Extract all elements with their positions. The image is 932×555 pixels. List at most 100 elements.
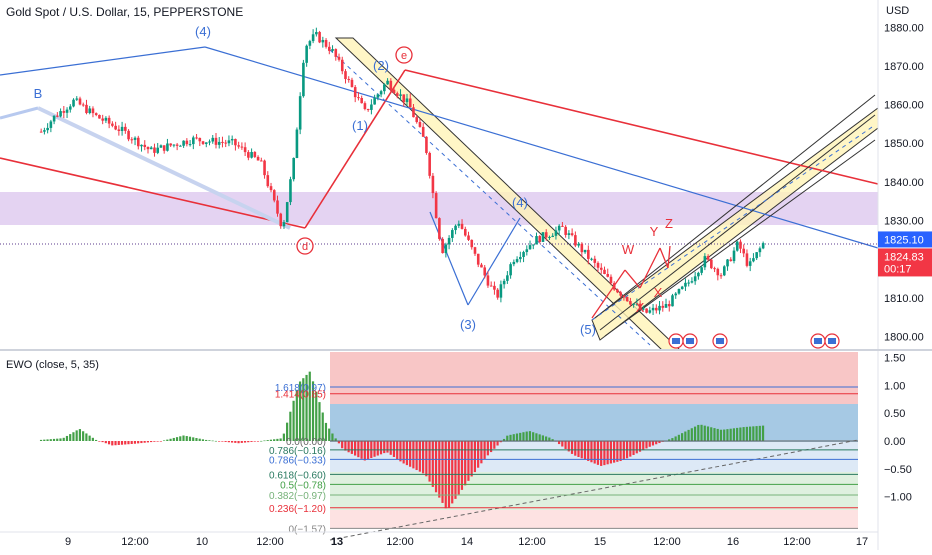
ewo-bar[interactable] <box>85 433 88 441</box>
candle-body[interactable] <box>483 267 487 276</box>
blue-trendline-b-4[interactable] <box>0 46 206 76</box>
ewo-bar[interactable] <box>658 441 661 444</box>
ewo-bar[interactable] <box>519 432 522 441</box>
ewo-bar[interactable] <box>635 441 638 454</box>
candle-body[interactable] <box>308 41 312 46</box>
candle-body[interactable] <box>735 241 739 251</box>
ewo-bar[interactable] <box>266 440 269 441</box>
ewo-bar[interactable] <box>82 431 85 441</box>
wxyxz-leg[interactable] <box>624 269 641 289</box>
ewo-bar[interactable] <box>230 441 234 443</box>
ewo-bar[interactable] <box>234 441 237 443</box>
ewo-bar[interactable] <box>512 434 515 441</box>
candle-body[interactable] <box>512 261 516 265</box>
candle-body[interactable] <box>302 62 305 97</box>
ewo-bar[interactable] <box>473 441 476 473</box>
candle-body[interactable] <box>298 96 302 130</box>
ewo-bar[interactable] <box>632 441 635 455</box>
candle-body[interactable] <box>693 276 697 282</box>
ewo-bar[interactable] <box>295 389 298 441</box>
ewo-bar[interactable] <box>72 432 75 441</box>
candle-body[interactable] <box>567 233 571 235</box>
ewo-bar[interactable] <box>328 428 331 441</box>
ewo-bar[interactable] <box>399 441 402 462</box>
candle-body[interactable] <box>111 123 114 126</box>
red-trendline-e-down[interactable] <box>404 69 879 185</box>
wxyxz-leg[interactable] <box>667 245 671 269</box>
ewo-bar[interactable] <box>337 441 341 444</box>
candle-body[interactable] <box>671 295 674 307</box>
b-leg-right[interactable] <box>37 106 291 230</box>
ewo-bar[interactable] <box>710 427 713 441</box>
candle-body[interactable] <box>104 117 108 121</box>
candle-body[interactable] <box>425 136 428 153</box>
ewo-bar[interactable] <box>684 431 687 441</box>
ewo-bar[interactable] <box>690 428 693 441</box>
ewo-bar[interactable] <box>282 433 285 441</box>
candle-body[interactable] <box>428 152 431 176</box>
ewo-bar[interactable] <box>693 426 697 441</box>
candle-body[interactable] <box>49 121 53 128</box>
candle-body[interactable] <box>438 218 441 239</box>
candle-body[interactable] <box>62 111 66 113</box>
candle-body[interactable] <box>415 117 419 123</box>
candle-body[interactable] <box>531 244 535 246</box>
candle-body[interactable] <box>263 160 266 176</box>
candle-body[interactable] <box>366 109 370 111</box>
candle-body[interactable] <box>599 267 603 270</box>
candle-body[interactable] <box>337 56 341 60</box>
ewo-bar[interactable] <box>166 439 169 441</box>
ewo-bar[interactable] <box>441 441 444 503</box>
candle-body[interactable] <box>570 233 574 236</box>
ewo-bar[interactable] <box>703 425 706 441</box>
ewo-bar[interactable] <box>697 424 700 441</box>
ewo-bar[interactable] <box>133 441 137 444</box>
ewo-bar[interactable] <box>541 435 544 441</box>
candle-body[interactable] <box>347 79 351 81</box>
ewo-bar[interactable] <box>94 439 98 441</box>
ewo-bar[interactable] <box>253 441 256 442</box>
ewo-bar[interactable] <box>642 441 645 451</box>
ewo-bar[interactable] <box>124 441 127 445</box>
ewo-bar[interactable] <box>648 441 651 447</box>
candle-body[interactable] <box>175 144 179 146</box>
candle-body[interactable] <box>739 241 742 249</box>
candle-body[interactable] <box>114 125 117 130</box>
candle-body[interactable] <box>519 256 522 260</box>
ewo-bar[interactable] <box>590 441 593 463</box>
ewo-bar[interactable] <box>56 438 59 441</box>
candle-body[interactable] <box>292 157 295 180</box>
candle-body[interactable] <box>266 175 270 187</box>
ewo-bar[interactable] <box>538 434 541 441</box>
candle-body[interactable] <box>493 285 496 290</box>
ewo-bar[interactable] <box>182 435 185 441</box>
candle-body[interactable] <box>208 141 211 143</box>
ewo-bar[interactable] <box>78 429 82 441</box>
price-pane[interactable] <box>0 0 878 348</box>
candle-body[interactable] <box>331 49 334 51</box>
candle-body[interactable] <box>502 280 506 285</box>
ewo-bar[interactable] <box>421 441 425 474</box>
candle-body[interactable] <box>117 129 121 131</box>
candle-body[interactable] <box>159 145 163 148</box>
candle-body[interactable] <box>609 276 613 284</box>
ewo-bar[interactable] <box>137 441 140 444</box>
ewo-bar[interactable] <box>98 441 101 442</box>
candle-body[interactable] <box>489 285 493 287</box>
ewo-bar[interactable] <box>172 437 175 441</box>
ewo-bar[interactable] <box>185 436 188 441</box>
candle-body[interactable] <box>434 193 438 219</box>
candle-body[interactable] <box>243 147 247 153</box>
candle-body[interactable] <box>632 303 635 305</box>
candle-body[interactable] <box>625 296 629 302</box>
ewo-bar[interactable] <box>755 426 758 441</box>
candle-body[interactable] <box>240 146 244 148</box>
ewo-bar[interactable] <box>645 441 648 449</box>
candle-body[interactable] <box>224 142 228 144</box>
candle-body[interactable] <box>88 108 92 114</box>
candle-body[interactable] <box>56 115 59 117</box>
candle-body[interactable] <box>399 94 402 96</box>
red-trendline-d-e[interactable] <box>304 69 406 229</box>
ewo-bar[interactable] <box>613 441 616 463</box>
